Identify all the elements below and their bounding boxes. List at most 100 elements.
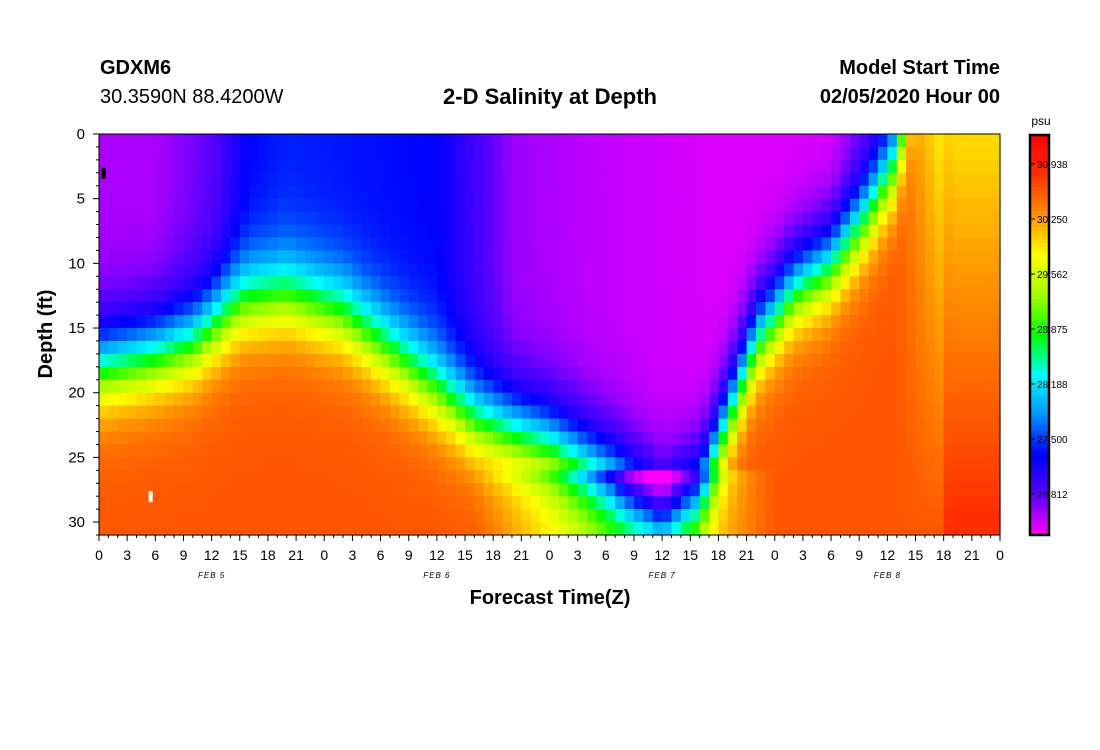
heatmap-cell (389, 172, 400, 187)
heatmap-cell (474, 496, 485, 510)
heatmap-cell (690, 522, 701, 536)
heatmap-cell (718, 211, 729, 226)
heatmap-cell (127, 353, 138, 368)
heatmap-cell (859, 211, 870, 226)
heatmap-cell (699, 366, 710, 381)
heatmap-cell (755, 457, 766, 471)
colorbar-swatch (1030, 403, 1049, 408)
heatmap-cell (699, 522, 710, 536)
colorbar-swatch (1030, 375, 1049, 380)
heatmap-cell (389, 418, 400, 433)
heatmap-cell (896, 211, 907, 226)
heatmap-cell (436, 263, 447, 277)
heatmap-cell (690, 315, 701, 329)
heatmap-cell (474, 211, 485, 226)
heatmap-cell (765, 185, 776, 200)
heatmap-cell (314, 211, 325, 226)
heatmap-cell (624, 379, 635, 394)
heatmap-cell (164, 211, 175, 226)
colorbar-swatch (1030, 315, 1049, 320)
heatmap-cell (906, 159, 917, 174)
heatmap-cell (230, 237, 241, 252)
heatmap-cell (352, 457, 363, 471)
heatmap-cell (615, 457, 626, 471)
heatmap-cell (652, 198, 663, 213)
heatmap-cell (380, 340, 391, 355)
heatmap-cell (296, 431, 307, 446)
heatmap-cell (380, 496, 391, 510)
heatmap-cell (333, 224, 344, 239)
heatmap-cell (831, 276, 842, 290)
heatmap-cell (737, 405, 748, 420)
heatmap-cell (418, 340, 429, 355)
heatmap-cell (352, 172, 363, 187)
heatmap-cell (108, 159, 119, 174)
heatmap-cell (990, 470, 1001, 484)
heatmap-cell (587, 250, 598, 264)
heatmap-cell (117, 159, 128, 174)
heatmap-cell (896, 328, 907, 342)
heatmap-cell (596, 250, 607, 264)
x-tick-label: 3 (574, 547, 582, 563)
heatmap-cell (971, 509, 982, 523)
colorbar-swatch (1030, 367, 1049, 372)
heatmap-cell (145, 457, 156, 471)
heatmap-cell (821, 134, 832, 148)
heatmap-cell (793, 470, 804, 484)
heatmap-cell (849, 483, 860, 497)
heatmap-cell (164, 250, 175, 264)
colorbar-swatch (1030, 423, 1049, 428)
heatmap-cell (117, 224, 128, 239)
heatmap-cell (164, 185, 175, 200)
heatmap-cell (483, 431, 494, 446)
heatmap-cell (540, 496, 551, 510)
heatmap-cell (812, 250, 823, 264)
heatmap-cell (859, 418, 870, 433)
heatmap-cell (221, 289, 231, 303)
heatmap-cell (221, 483, 231, 497)
heatmap-cell (821, 379, 832, 394)
heatmap-cell (971, 496, 982, 510)
heatmap-cell (324, 172, 335, 187)
heatmap-cell (793, 263, 804, 277)
heatmap-cell (671, 237, 682, 252)
heatmap-cell (108, 457, 119, 471)
colorbar-swatch (1030, 487, 1049, 492)
heatmap-cell (202, 159, 213, 174)
heatmap-cell (493, 405, 504, 420)
colorbar-swatch (1030, 399, 1049, 404)
heatmap-cell (324, 496, 335, 510)
heatmap-cell (493, 509, 504, 523)
heatmap-cell (483, 198, 494, 213)
heatmap-cell (314, 483, 325, 497)
heatmap-cell (267, 509, 278, 523)
heatmap-cell (793, 340, 804, 355)
heatmap-cell (483, 224, 494, 239)
heatmap-cell (202, 418, 213, 433)
heatmap-cell (774, 457, 785, 471)
heatmap-cell (605, 353, 616, 368)
heatmap-cell (230, 134, 241, 148)
heatmap-cell (840, 302, 851, 316)
heatmap-cell (389, 315, 400, 329)
heatmap-cell (821, 522, 832, 536)
heatmap-cell (249, 315, 260, 329)
heatmap-cell (840, 353, 851, 368)
heatmap-cell (906, 172, 917, 187)
heatmap-cell (924, 328, 935, 342)
colorbar-swatch (1030, 483, 1049, 488)
heatmap-cell (690, 379, 701, 394)
heatmap-cell (615, 483, 626, 497)
heatmap-cell (605, 237, 616, 252)
heatmap-cell (399, 134, 410, 148)
heatmap-cell (174, 289, 185, 303)
heatmap-cell (155, 457, 166, 471)
heatmap-cell (962, 328, 973, 342)
heatmap-cell (465, 159, 476, 174)
heatmap-cell (502, 470, 513, 484)
heatmap-cell (652, 224, 663, 239)
heatmap-cell (624, 431, 635, 446)
heatmap-cell (737, 366, 748, 381)
heatmap-cell (709, 340, 720, 355)
heatmap-cell (990, 496, 1001, 510)
